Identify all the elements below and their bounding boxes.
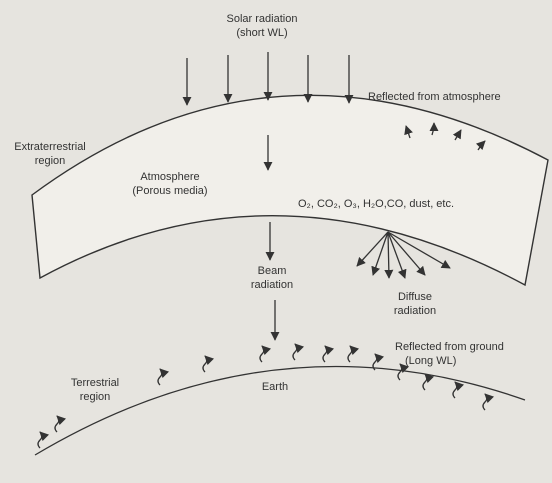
label: region [35, 155, 66, 167]
label: Extraterrestrial [14, 141, 86, 153]
label: Solar radiation [227, 13, 298, 25]
diagram: Solar radiation (short WL) Reflected fro… [0, 0, 552, 483]
label: radiation [394, 305, 436, 317]
label: (Long WL) [405, 355, 456, 367]
label: Atmosphere [140, 171, 199, 183]
label: O₂, CO₂, O₃, H₂O,CO, dust, etc. [298, 198, 454, 210]
label: region [80, 391, 111, 403]
label: Earth [262, 381, 288, 393]
label: (Porous media) [132, 185, 207, 197]
label: radiation [251, 279, 293, 291]
label: Reflected from ground [395, 341, 504, 353]
label: Reflected from atmosphere [368, 91, 501, 103]
label: Diffuse [398, 291, 432, 303]
label: Terrestrial [71, 377, 119, 389]
label: Beam [258, 265, 287, 277]
label: (short WL) [236, 27, 287, 39]
